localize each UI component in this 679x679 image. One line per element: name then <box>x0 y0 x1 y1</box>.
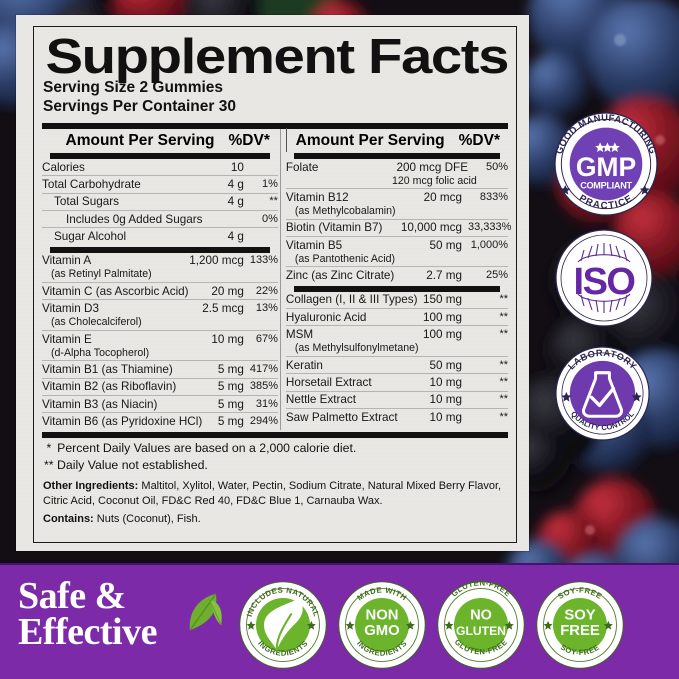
svg-text:FREE: FREE <box>560 623 600 639</box>
svg-text:NO: NO <box>470 608 492 624</box>
svg-text:ISO: ISO <box>574 261 635 303</box>
svg-text:COMPLIANT: COMPLIANT <box>580 181 632 191</box>
svg-text:GLUTEN: GLUTEN <box>456 624 506 638</box>
svg-text:GMP: GMP <box>576 152 636 182</box>
svg-text:NON: NON <box>366 608 399 624</box>
svg-text:SOY: SOY <box>564 608 595 624</box>
svg-text:GMO: GMO <box>364 623 399 639</box>
